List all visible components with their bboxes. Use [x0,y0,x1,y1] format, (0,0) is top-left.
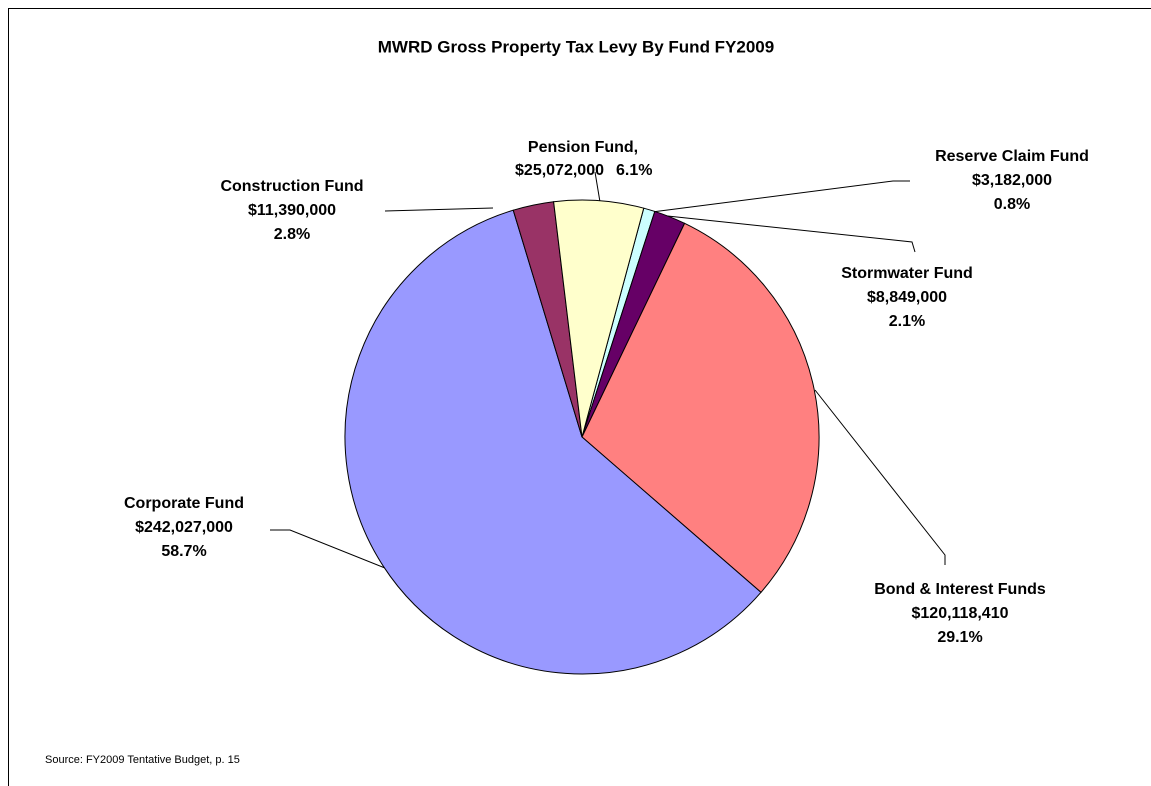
slice-percent-label: 2.1% [889,313,925,330]
leader-line [651,180,910,213]
chart-title: MWRD Gross Property Tax Levy By Fund FY2… [378,37,774,56]
leader-line [657,214,916,253]
pie-slice [344,209,762,675]
slice-value-label: $25,072,000 [515,162,604,179]
slice-value-label: $8,849,000 [867,289,947,306]
slice-value-label: $120,118,410 [912,605,1009,622]
slice-label: Bond & Interest Funds [874,581,1046,598]
slice-percent-label: 2.8% [274,226,310,243]
pie-slice [581,222,820,594]
slice-percent-label: 6.1% [616,162,652,179]
pie-slice [553,199,645,438]
leader-line [384,207,494,212]
slice-percent-label: 29.1% [937,629,982,646]
slice-label: Corporate Fund [124,495,244,512]
slice-percent-label: 58.7% [161,543,206,560]
slice-value-label: $3,182,000 [972,172,1052,189]
slice-label: Construction Fund [220,178,363,195]
slice-label: Reserve Claim Fund [935,148,1089,165]
slice-percent-label: 0.8% [994,196,1030,213]
slice-value-label: $242,027,000 [135,519,233,536]
slice-label: Stormwater Fund [841,265,973,282]
slice-value-label: $11,390,000 [248,202,336,219]
slice-label: Pension Fund, [528,139,638,156]
leader-line [814,389,946,565]
leader-line [594,171,601,203]
source-note: Source: FY2009 Tentative Budget, p. 15 [45,754,240,766]
leader-line [270,529,386,569]
